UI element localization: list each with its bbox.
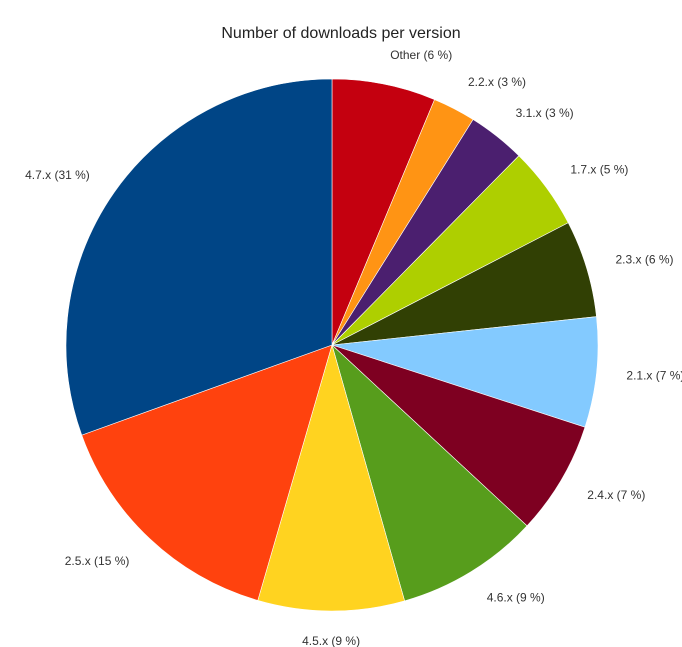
pie-label-2-1-x: 2.1.x (7 %) xyxy=(626,369,682,383)
pie-slice-4-5-x xyxy=(257,343,405,612)
pie-slices xyxy=(65,78,599,612)
pie-label-4-5-x: 4.5.x (9 %) xyxy=(302,634,360,647)
pie-label-2-4-x: 2.4.x (7 %) xyxy=(587,488,645,502)
pie-slice-2-4-x xyxy=(331,344,586,527)
pie-label-2-5-x: 2.5.x (15 %) xyxy=(65,554,130,568)
pie-labels: Other (6 %) 2.2.x (3 %) 3.1.x (3 %) 1.7.x (… xyxy=(25,48,682,647)
pie-label-2-2-x: 2.2.x (3 %) xyxy=(468,75,526,89)
pie-label-4-6-x: 4.6.x (9 %) xyxy=(487,590,545,604)
pie-label-2-3-x: 2.3.x (6 %) xyxy=(616,253,674,267)
pie-label-1-7-x: 1.7.x (5 %) xyxy=(570,163,628,177)
pie-label-other: Other (6 %) xyxy=(390,48,452,62)
pie-slice-4-7-x xyxy=(65,78,333,436)
pie-label-4-7-x: 4.7.x (31 %) xyxy=(25,168,90,182)
pie-slice-2-1-x xyxy=(331,316,599,428)
chart-title: Number of downloads per version xyxy=(221,25,460,42)
pie-label-3-1-x: 3.1.x (3 %) xyxy=(516,106,574,120)
pie-slice-4-6-x xyxy=(331,344,528,602)
pie-slice-2-5-x xyxy=(81,344,333,601)
